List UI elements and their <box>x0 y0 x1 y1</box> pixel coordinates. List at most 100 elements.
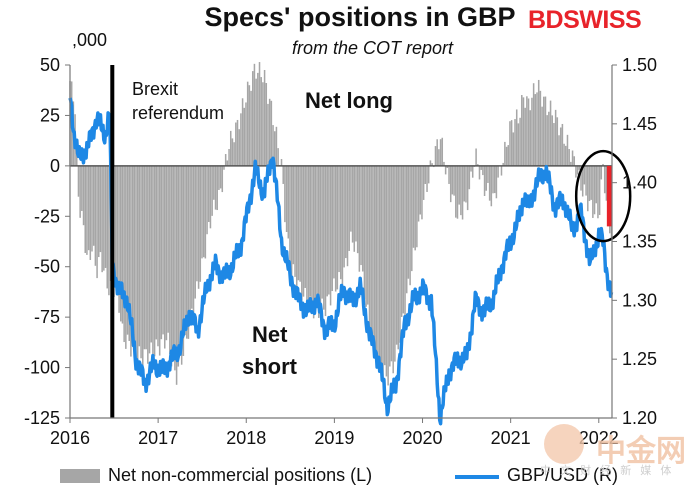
right-tick-label-2: 1.40 <box>622 173 657 193</box>
bar-208 <box>421 165 423 220</box>
bar-270 <box>526 96 528 166</box>
legend-line-label: GBP/USD (R) <box>507 465 619 485</box>
bar-198 <box>404 165 406 317</box>
bar-288 <box>556 117 559 166</box>
bar-313 <box>598 165 601 215</box>
bar-54 <box>160 165 163 340</box>
bar-79 <box>202 165 205 258</box>
annotation-brexit-2: referendum <box>132 103 225 123</box>
bar-250 <box>492 165 494 194</box>
bar-120 <box>272 125 274 166</box>
bar-36 <box>130 165 132 357</box>
bar-162 <box>343 165 345 268</box>
bar-17 <box>98 165 100 258</box>
bar-281 <box>544 96 547 166</box>
bar-44 <box>143 165 146 350</box>
bar-38 <box>133 165 136 342</box>
bar-283 <box>548 111 550 166</box>
bar-248 <box>488 165 491 201</box>
bar-180 <box>373 165 376 346</box>
bar-53 <box>158 165 161 356</box>
bar-109 <box>253 63 256 166</box>
bar-196 <box>400 165 403 317</box>
bar-194 <box>397 165 400 350</box>
bar-154 <box>329 165 332 306</box>
bar-10 <box>86 165 88 255</box>
bar-229 <box>456 165 459 219</box>
annotation-net-short-2: short <box>242 354 297 379</box>
left-tick-label-0: 50 <box>40 55 60 75</box>
bar-167 <box>351 165 354 243</box>
bar-237 <box>470 165 472 172</box>
bar-309 <box>592 165 594 218</box>
bar-83 <box>209 165 212 229</box>
bar-117 <box>267 103 269 166</box>
bar-165 <box>348 165 350 251</box>
bar-289 <box>558 135 560 166</box>
bar-199 <box>405 165 408 294</box>
bar-50 <box>153 165 156 357</box>
bar-168 <box>353 165 356 252</box>
bar-164 <box>346 165 349 267</box>
bar-225 <box>449 165 452 203</box>
bar-7 <box>81 165 83 211</box>
bar-312 <box>597 165 599 219</box>
bar-253 <box>497 165 499 178</box>
bar-59 <box>169 165 171 355</box>
bar-157 <box>334 165 337 292</box>
bar-262 <box>512 132 515 166</box>
bar-220 <box>441 137 444 166</box>
bar-30 <box>120 165 122 322</box>
x-tick-label-0: 2016 <box>50 428 90 448</box>
bar-308 <box>590 165 592 200</box>
bar-31 <box>121 165 124 324</box>
bar-136 <box>299 165 301 282</box>
left-tick-label-6: -100 <box>24 358 60 378</box>
left-tick-label-4: -50 <box>34 257 60 277</box>
bar-39 <box>135 165 137 360</box>
bar-280 <box>543 96 545 166</box>
left-tick-label-3: -25 <box>34 206 60 226</box>
line-series-gbpusd <box>68 97 614 426</box>
bar-140 <box>306 165 308 306</box>
bar-305 <box>585 165 587 196</box>
bar-34 <box>126 165 129 335</box>
bar-269 <box>524 107 526 166</box>
bar-259 <box>507 145 510 166</box>
bar-188 <box>387 165 389 386</box>
bar-243 <box>480 165 482 170</box>
bar-224 <box>448 165 450 184</box>
bar-244 <box>482 165 484 176</box>
bar-69 <box>185 165 188 339</box>
bar-286 <box>553 123 555 166</box>
bar-74 <box>194 165 196 299</box>
bar-22 <box>106 165 108 289</box>
right-tick-label-6: 1.20 <box>622 408 657 428</box>
bar-89 <box>219 165 222 189</box>
bar-123 <box>277 148 279 166</box>
bar-316 <box>603 165 606 194</box>
bar-55 <box>162 165 164 335</box>
bar-310 <box>593 165 596 215</box>
bar-201 <box>409 165 411 286</box>
bar-113 <box>260 77 262 166</box>
legend-bar-swatch <box>60 469 100 483</box>
bar-126 <box>282 165 284 184</box>
bar-97 <box>233 142 235 166</box>
bar-311 <box>595 165 598 204</box>
bar-81 <box>206 165 208 235</box>
bar-106 <box>248 85 251 166</box>
bar-256 <box>502 162 504 166</box>
bar-219 <box>439 139 442 166</box>
bar-122 <box>275 126 278 166</box>
bar-88 <box>218 165 220 190</box>
bar-163 <box>345 165 347 259</box>
bar-297 <box>571 150 574 166</box>
bar-90 <box>221 165 224 193</box>
watermark-text: 中金网 <box>596 435 686 468</box>
bar-223 <box>446 165 449 169</box>
bar-93 <box>226 160 229 166</box>
bar-299 <box>575 165 577 178</box>
bar-153 <box>328 165 330 295</box>
right-tick-label-0: 1.50 <box>622 55 657 75</box>
